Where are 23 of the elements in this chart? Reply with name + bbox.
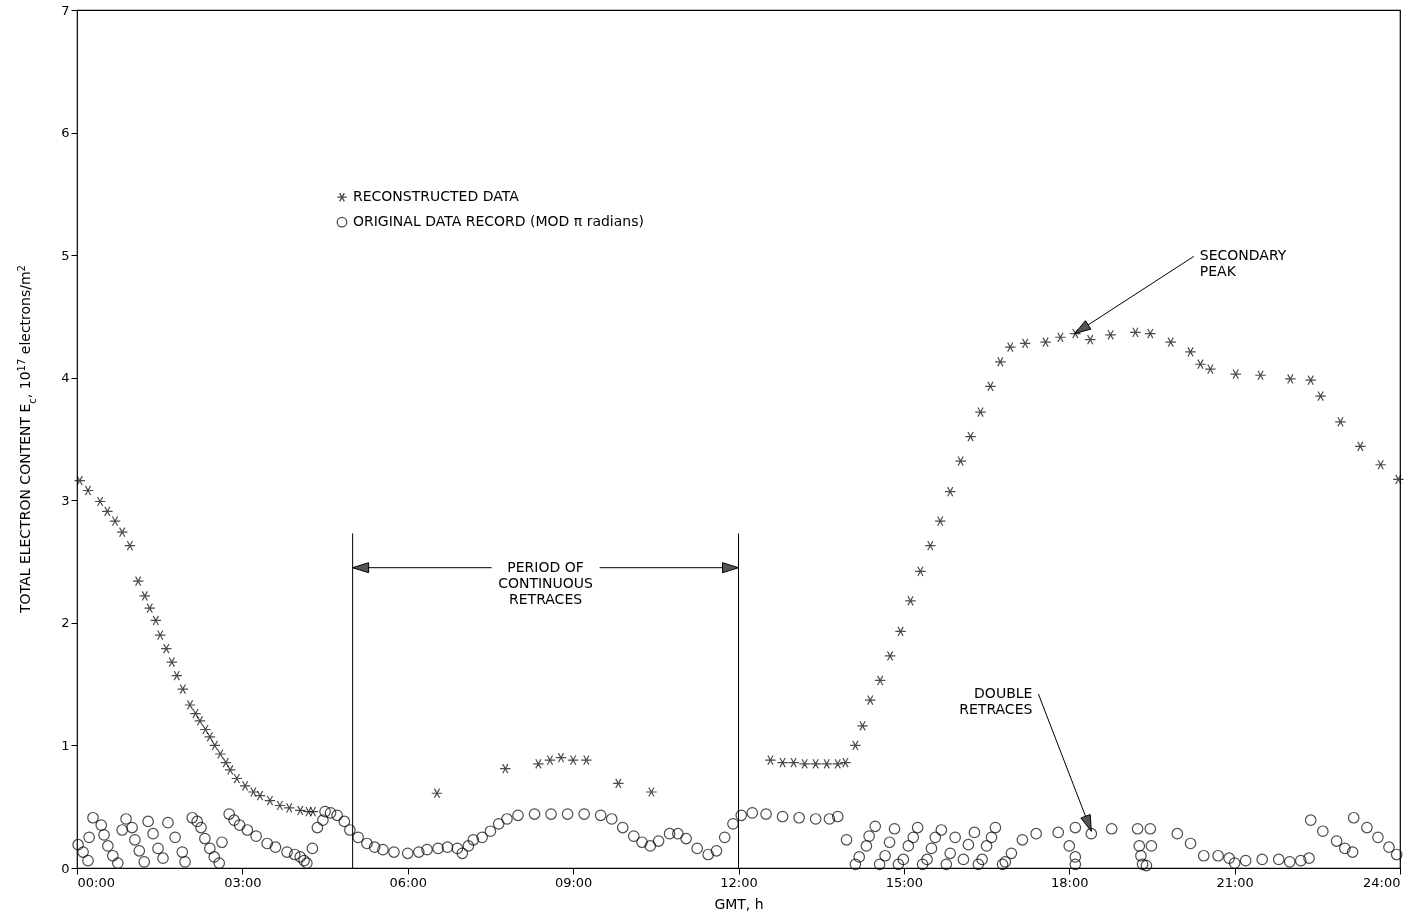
annotation: SECONDARY PEAK: [1199, 247, 1287, 280]
legend-label: ORIGINAL DATA RECORD (MOD π radians): [352, 213, 644, 230]
x-tick-label: 21:00: [1216, 874, 1254, 890]
y-tick-label: 2: [61, 615, 70, 631]
x-tick-label: 03:00: [224, 874, 262, 890]
x-tick-label: 12:00: [720, 874, 758, 890]
y-tick-label: 5: [61, 247, 70, 263]
legend-label: RECONSTRUCTED DATA: [352, 188, 520, 205]
y-tick-label: 6: [61, 125, 70, 141]
x-tick-label: 24:00: [1363, 874, 1401, 890]
annotation: PERIOD OF CONTINUOUS RETRACES: [498, 558, 594, 607]
y-tick-label: 1: [61, 737, 70, 753]
annotation: DOUBLE RETRACES: [959, 684, 1033, 717]
x-tick-label: 06:00: [389, 874, 427, 890]
x-tick-label: 18:00: [1051, 874, 1089, 890]
y-tick-label: 7: [61, 2, 70, 18]
x-tick-label: 00:00: [77, 874, 115, 890]
y-tick-label: 3: [61, 492, 70, 508]
x-tick-label: 09:00: [554, 874, 593, 890]
x-tick-label: 15:00: [885, 874, 924, 890]
x-axis-title: GMT, h: [714, 895, 764, 912]
y-tick-label: 0: [61, 860, 70, 876]
y-tick-label: 4: [61, 370, 70, 386]
